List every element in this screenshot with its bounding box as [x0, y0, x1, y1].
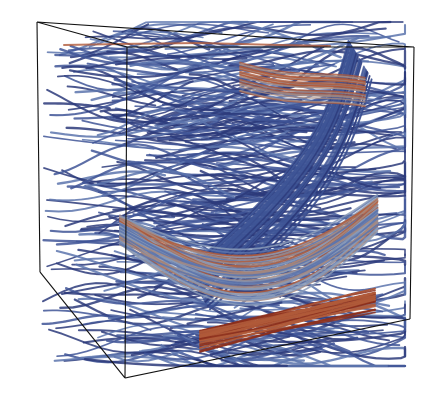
- streamline: [109, 116, 327, 153]
- streamline: [56, 74, 302, 112]
- streamline: [119, 193, 379, 251]
- streamline: [53, 355, 207, 367]
- streamline: [119, 194, 379, 254]
- streamline: [199, 291, 376, 334]
- box-edge-front-left: [124, 46, 128, 379]
- streamline: [193, 51, 357, 284]
- streamline: [239, 75, 366, 93]
- streamline: [119, 230, 379, 306]
- streamline: [199, 308, 376, 347]
- streamline: [239, 70, 366, 88]
- streamline: [64, 204, 352, 228]
- streamline: [109, 31, 204, 39]
- streamline: [239, 61, 366, 79]
- streamline: [58, 23, 223, 57]
- streamline: [216, 88, 406, 118]
- streamline: [239, 73, 366, 90]
- streamline: [227, 85, 406, 142]
- box-edge-front-right: [409, 46, 415, 320]
- streamline: [77, 248, 152, 265]
- streamline: [239, 66, 366, 83]
- streamline: [227, 21, 342, 59]
- streamline: [239, 79, 366, 97]
- streamline: [192, 50, 356, 283]
- streamline: [199, 296, 376, 336]
- streamline: [182, 101, 342, 135]
- streamline: [119, 226, 379, 298]
- streamline-bundle: [41, 20, 407, 368]
- box-edge-front-bottom: [124, 318, 411, 379]
- streamline: [63, 42, 331, 47]
- streamline: [157, 200, 226, 213]
- streamline: [41, 314, 125, 326]
- streamline: [239, 63, 366, 81]
- streamline: [81, 129, 277, 151]
- streamline: [42, 309, 150, 319]
- streamline: [88, 21, 261, 48]
- bounding-box: [36, 21, 415, 379]
- streamline: [239, 78, 366, 96]
- streamline: [119, 217, 379, 284]
- streamline: [134, 131, 242, 141]
- streamline: [239, 68, 366, 86]
- box-edge-back-top: [36, 21, 415, 48]
- streamline: [119, 227, 379, 301]
- streamline: [84, 21, 404, 40]
- streamline: [119, 199, 379, 257]
- streamline: [115, 49, 264, 66]
- streamline: [82, 320, 152, 331]
- streamline: [161, 316, 231, 322]
- streamline: [90, 149, 291, 177]
- streamline: [239, 83, 366, 100]
- streamline: [49, 119, 218, 138]
- streamline: [119, 23, 270, 41]
- streamline: [239, 90, 366, 108]
- streamline: [199, 298, 376, 344]
- streamline: [199, 295, 376, 338]
- streamline: [164, 190, 256, 211]
- streamline: [239, 89, 366, 107]
- streamline: [239, 83, 366, 101]
- streamline: [239, 81, 366, 99]
- streamline: [239, 71, 366, 89]
- streamline: [65, 287, 370, 336]
- streamline: [163, 111, 231, 121]
- box-edge-top-left-depth: [36, 21, 128, 48]
- streamline: [203, 139, 282, 162]
- streamline: [209, 335, 291, 356]
- streamline: [199, 304, 376, 349]
- streamline: [119, 203, 379, 274]
- streamline: [43, 102, 111, 110]
- streamline: [119, 221, 379, 289]
- streamline: [82, 169, 236, 199]
- box-edge-bottom-left-depth: [39, 271, 126, 379]
- streamline: [239, 74, 366, 91]
- streamline: [119, 214, 379, 275]
- streamline: [228, 49, 407, 67]
- streamline: [119, 199, 379, 266]
- streamline: [66, 85, 157, 107]
- streamline: [46, 88, 164, 124]
- streamline: [70, 162, 276, 202]
- streamline: [119, 223, 379, 285]
- streamline: [119, 229, 379, 302]
- streamline: [106, 20, 392, 54]
- streamline: [119, 213, 379, 290]
- streamline: [47, 187, 343, 223]
- box-edge-back-left: [36, 21, 41, 273]
- streamline: [222, 27, 387, 62]
- streamline: [115, 116, 321, 130]
- streamline: [53, 143, 224, 176]
- streamline: [239, 86, 366, 103]
